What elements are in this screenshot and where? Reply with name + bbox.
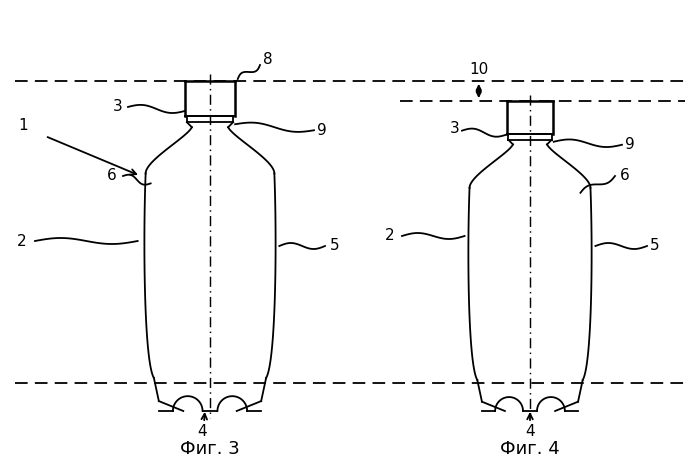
Text: 10: 10 [469, 62, 489, 76]
Text: 3: 3 [113, 99, 123, 114]
Text: 2: 2 [18, 234, 27, 249]
Text: 6: 6 [620, 169, 630, 184]
Text: 4: 4 [197, 423, 206, 439]
Text: 9: 9 [625, 137, 635, 152]
Text: 5: 5 [650, 238, 660, 253]
Text: 6: 6 [107, 169, 117, 184]
Text: 5: 5 [330, 238, 340, 253]
Text: 2: 2 [385, 228, 395, 244]
Text: 1: 1 [18, 119, 27, 133]
Text: Фиг. 3: Фиг. 3 [180, 440, 240, 458]
Text: 4: 4 [525, 423, 535, 439]
Text: 9: 9 [317, 123, 327, 138]
Text: 8: 8 [263, 51, 273, 66]
Text: 3: 3 [450, 121, 460, 136]
Text: Фиг. 4: Фиг. 4 [500, 440, 560, 458]
